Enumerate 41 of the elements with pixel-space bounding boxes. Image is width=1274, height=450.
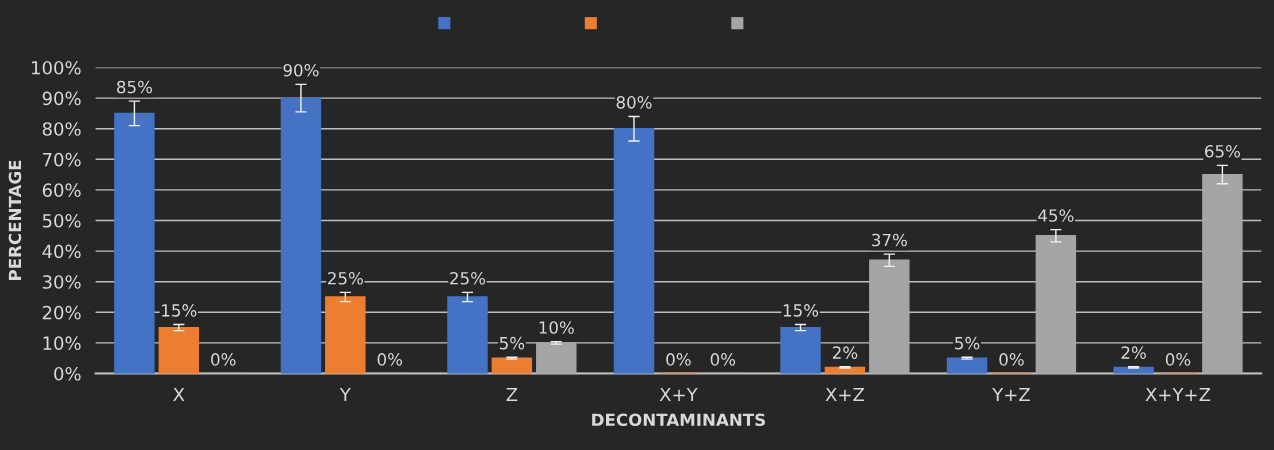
data-label: 25% <box>450 271 486 285</box>
y-tick-label: 100% <box>32 60 81 75</box>
y-tick-label: 80% <box>42 122 81 136</box>
data-label: 15% <box>162 304 197 317</box>
y-tick-label: 10% <box>43 336 81 351</box>
data-label: 25% <box>328 271 363 285</box>
data-label: 5% <box>955 336 980 350</box>
data-label: 0% <box>377 353 403 366</box>
y-axis-title: PERCENTAGE <box>8 160 22 280</box>
data-label: 85% <box>117 80 153 94</box>
x-tick-label: X+Y <box>659 387 698 402</box>
data-label: 10% <box>539 321 574 334</box>
x-tick-label: X+Z <box>825 387 865 402</box>
data-label: 90% <box>283 63 319 77</box>
x-tick-label: Y <box>339 387 351 402</box>
data-label: 2% <box>1121 346 1146 359</box>
data-label: 0% <box>1165 353 1191 366</box>
x-axis-title: DECONTAMINANTS <box>592 413 765 427</box>
data-label: 5% <box>499 336 525 350</box>
data-label: 15% <box>783 304 819 317</box>
x-tick-label: Y+Z <box>992 387 1030 402</box>
data-label: 2% <box>832 346 858 359</box>
y-tick-label: 40% <box>42 244 81 259</box>
y-tick-label: 60% <box>42 183 81 198</box>
data-label: 0% <box>211 353 236 366</box>
y-tick-label: 30% <box>42 275 81 289</box>
data-label: 80% <box>616 96 652 109</box>
data-label: 37% <box>872 233 907 247</box>
data-label: 45% <box>1038 209 1074 222</box>
x-tick-label: Z <box>506 387 518 402</box>
x-tick-label: X+Y+Z <box>1145 387 1211 402</box>
y-tick-label: 0% <box>54 366 81 381</box>
data-label: 0% <box>999 353 1024 366</box>
y-tick-label: 70% <box>43 152 81 167</box>
data-label: 65% <box>1205 144 1241 158</box>
y-tick-label: 50% <box>42 213 81 228</box>
data-label: 0% <box>666 353 691 366</box>
data-label: 0% <box>710 353 736 366</box>
y-tick-label: 90% <box>42 91 81 106</box>
x-tick-label: X <box>173 387 185 402</box>
y-tick-label: 20% <box>42 305 81 320</box>
